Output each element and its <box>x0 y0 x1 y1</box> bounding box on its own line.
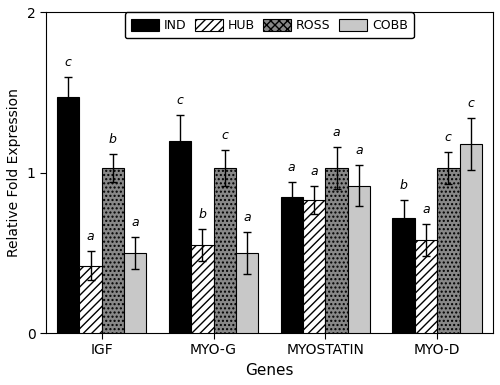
Bar <box>236 253 258 333</box>
Bar <box>124 253 146 333</box>
Text: b: b <box>400 179 407 192</box>
Bar <box>80 266 102 333</box>
Bar <box>303 200 326 333</box>
Bar <box>460 144 482 333</box>
Text: a: a <box>332 126 340 139</box>
Text: a: a <box>86 230 94 243</box>
Text: a: a <box>132 216 139 229</box>
Bar <box>191 245 214 333</box>
Bar <box>102 168 124 333</box>
Y-axis label: Relative Fold Expression: Relative Fold Expression <box>7 88 21 257</box>
Text: c: c <box>176 94 184 107</box>
Bar <box>280 197 303 333</box>
Bar <box>214 168 236 333</box>
Text: a: a <box>288 161 296 174</box>
Text: c: c <box>222 129 228 142</box>
Bar <box>57 97 80 333</box>
Text: a: a <box>310 164 318 177</box>
Text: b: b <box>109 132 117 146</box>
Text: c: c <box>468 97 474 110</box>
Bar <box>415 240 437 333</box>
X-axis label: Genes: Genes <box>245 363 294 378</box>
Legend: IND, HUB, ROSS, COBB: IND, HUB, ROSS, COBB <box>125 12 414 38</box>
Bar <box>326 168 347 333</box>
Text: c: c <box>64 55 71 69</box>
Text: a: a <box>422 203 430 216</box>
Text: b: b <box>198 208 206 221</box>
Bar <box>437 168 460 333</box>
Bar <box>348 186 370 333</box>
Bar <box>392 218 415 333</box>
Bar <box>169 141 191 333</box>
Text: a: a <box>355 144 362 157</box>
Text: a: a <box>243 211 251 224</box>
Text: c: c <box>445 131 452 144</box>
